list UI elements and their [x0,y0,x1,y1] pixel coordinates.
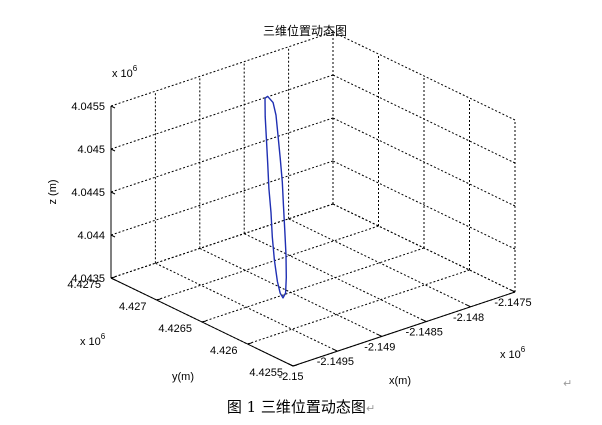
grid-line-z-back [110,160,334,236]
x-tick-label: -2.1495 [317,356,354,368]
grid-line-z-side [332,31,516,121]
z-tick-mark [110,148,116,152]
grid-line-y-floor [201,247,425,323]
x-tick-mark [510,289,516,293]
caption-label: 图 1 三维位置动态图 [226,398,366,416]
x-tick-label: -2.148 [453,312,484,324]
x-tick-mark [466,304,471,308]
grid-line-x-floor [288,218,471,308]
grid-line-z-back [110,117,334,193]
y-tick-label: 4.4255 [249,367,283,379]
z-tick-mark [110,234,116,238]
x-tick-mark [421,319,427,323]
x-tick-label: -2.1475 [494,297,531,309]
grid-line-y-floor [110,203,334,279]
y-tick-label: 4.427 [119,301,147,313]
axis-ticks [110,105,516,367]
trajectory-line-0 [264,95,287,299]
data-series [264,95,287,299]
x-tick-mark [288,363,294,367]
grid-line-y-floor [247,269,470,345]
grid-line-z-side [332,74,516,164]
x-axis-line [292,291,516,367]
figure-caption: 图 1 三维位置动态图↵ [0,396,602,417]
x-axis-label: x(m) [389,375,411,387]
z-tick-label: 4.044 [77,230,105,242]
y-tick-label: 4.4265 [158,323,192,335]
axis-multiplier-x: x 106 [500,345,526,361]
paragraph-mark-2: ↵ [563,377,573,390]
y-tick-label: 4.426 [210,345,238,357]
grid-line-x-floor [155,262,338,352]
axis-multiplier-y: x 106 [80,332,106,348]
z-tick-mark [110,191,116,195]
y-tick-mark [156,298,161,301]
chart-title: 三维位置动态图 [263,23,347,38]
z-tick-label: 4.0445 [71,187,105,199]
z-axis-label: z (m) [47,179,59,204]
z-tick-mark [110,105,116,109]
y-axis-label: y(m) [172,371,194,383]
tick-labels: -2.15 -2.1495 -2.149 -2.1485 -2.148 -2.1475 4.… [67,101,531,383]
x-tick-mark [333,348,338,352]
grid-line-z-back [110,74,334,150]
y-tick-mark [247,342,252,345]
grid-line-z-back [110,31,334,107]
grid-line-z-side [332,117,516,207]
y-tick-label: 4.4275 [67,279,101,291]
z-tick-mark [110,277,116,281]
z-tick-label: 4.0435 [71,273,105,285]
y-tick-mark [292,364,298,367]
x-tick-mark [377,333,383,337]
z-tick-label: 4.045 [77,144,105,156]
z-tick-label: 4.0455 [71,101,105,113]
axis-multiplier-top: x 106 [112,64,138,80]
paragraph-mark: ↵ [365,402,376,415]
grid-line-z-side [332,160,516,250]
y-tick-mark [201,320,207,323]
x-tick-label: -2.15 [278,371,303,383]
x-tick-label: -2.1485 [406,327,443,339]
grid-line-y-floor [156,225,379,301]
grid-line-x-floor [332,203,516,293]
x-tick-label: -2.149 [364,341,395,353]
